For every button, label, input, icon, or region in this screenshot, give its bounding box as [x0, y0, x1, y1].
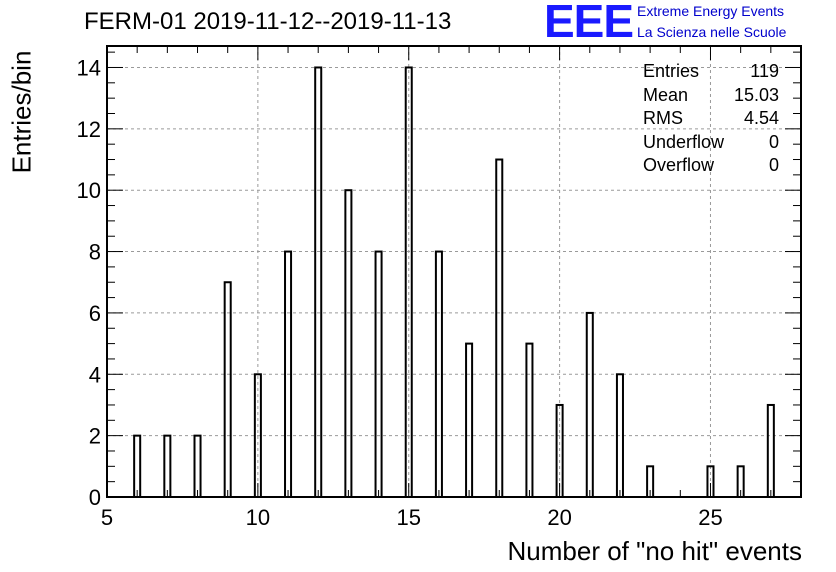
histogram-bar [766, 403, 775, 499]
x-axis-label: Number of "no hit" events [507, 536, 803, 566]
stat-value: 119 [750, 61, 779, 81]
stat-overflow: Overflow 0 [643, 154, 779, 178]
y-tick-label: 0 [89, 485, 101, 510]
stat-value: 4.54 [743, 108, 779, 128]
stat-label: Underflow [643, 131, 725, 152]
y-tick-label: 6 [89, 301, 101, 326]
stat-label: RMS [643, 108, 683, 128]
chart-title: FERM-01 2019-11-12--2019-11-13 [84, 8, 452, 35]
histogram-bar [133, 434, 142, 499]
eee-logo-mark: EEE [544, 0, 634, 47]
stat-label: Mean [643, 84, 689, 105]
x-tick-label: 20 [547, 505, 571, 530]
histogram-bar [163, 434, 172, 499]
y-tick-label: 2 [89, 424, 101, 449]
stat-label: Overflow [643, 155, 715, 175]
y-tick-label: 14 [77, 55, 101, 80]
logo-line-1: Extreme Energy Events [637, 3, 785, 19]
stat-underflow: Underflow 0 [643, 131, 779, 155]
y-tick-label: 4 [89, 362, 101, 387]
logo-line-2: La Scienza nelle Scuole [637, 24, 787, 40]
stats-box: Entries 119 Mean 15.03 RMS 4.54 Underflo… [643, 60, 779, 178]
x-tick-label: 10 [246, 505, 270, 530]
histogram-bar [223, 281, 232, 498]
eee-logo: EEE Extreme Energy Events La Scienza nel… [540, 0, 830, 47]
x-tick-label: 15 [396, 505, 420, 530]
stat-entries: Entries 119 [643, 60, 779, 84]
stat-mean: Mean 15.03 [643, 84, 779, 108]
histogram-bar [465, 342, 474, 498]
histogram-bar [495, 158, 504, 499]
x-tick-label: 25 [698, 505, 722, 530]
plot-frame [106, 45, 802, 498]
stat-label: Entries [643, 61, 700, 81]
histogram-bar [525, 342, 534, 498]
histogram-bar [585, 311, 594, 498]
stat-rms: RMS 4.54 [643, 107, 779, 131]
stat-value: 15.03 [733, 84, 779, 105]
y-tick-label: 12 [77, 117, 101, 142]
histogram-bar [344, 189, 353, 499]
histogram-bar [193, 434, 202, 499]
y-tick-label: 10 [77, 178, 101, 203]
stat-value: 0 [768, 155, 779, 175]
y-tick-label: 8 [89, 240, 101, 265]
histogram-bar [314, 66, 323, 498]
stat-value: 0 [768, 131, 779, 152]
x-tick-label: 5 [101, 505, 113, 530]
